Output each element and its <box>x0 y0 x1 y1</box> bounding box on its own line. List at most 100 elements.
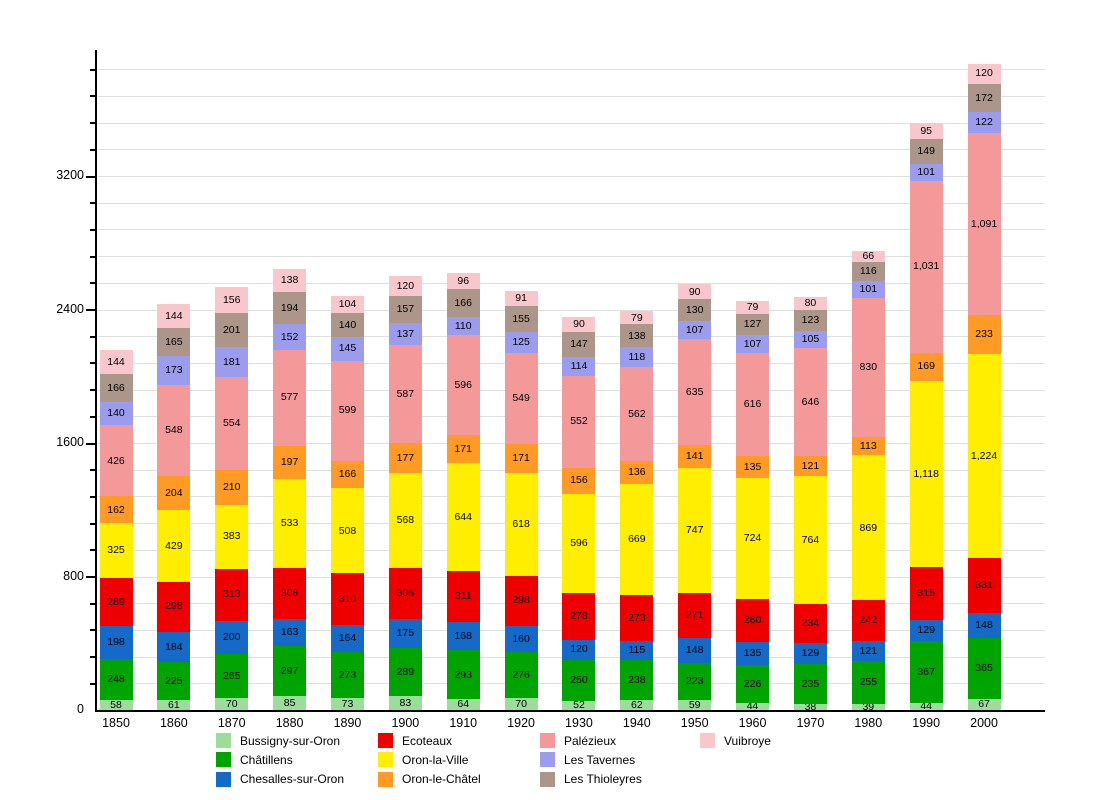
bar-segment: 116 <box>851 261 885 282</box>
segment-value-label: 79 <box>630 311 643 324</box>
segment-value-label: 618 <box>512 518 530 531</box>
bar-1940: 62 238 115 273 669 136 562 118 138 79 <box>620 50 654 710</box>
segment-value-label: 64 <box>457 698 470 711</box>
bar-segment: 58 <box>99 698 133 711</box>
bar-segment: 210 <box>215 469 249 505</box>
y-major-tick <box>86 309 95 311</box>
legend-swatch <box>216 752 231 768</box>
segment-value-label: 125 <box>512 335 530 348</box>
segment-value-label: 58 <box>110 698 122 711</box>
bar-segment: 96 <box>446 272 480 289</box>
segment-value-label: 1,224 <box>970 449 998 462</box>
segment-value-label: 311 <box>454 590 472 603</box>
bar-1850: 58 248 198 289 325 162 426 140 166 144 <box>99 50 133 711</box>
bar-segment: 165 <box>157 328 191 356</box>
legend-item: Ecoteaux <box>378 733 452 748</box>
segment-value-label: 135 <box>743 647 762 660</box>
x-axis-line <box>95 710 1045 712</box>
bar-segment: 271 <box>678 593 712 639</box>
legend-swatch <box>216 771 231 787</box>
bar-segment: 596 <box>446 335 480 435</box>
gridline <box>98 309 1045 311</box>
segment-value-label: 289 <box>396 665 415 678</box>
segment-value-label: 168 <box>454 630 472 643</box>
legend-swatch <box>540 752 555 768</box>
segment-value-label: 120 <box>396 280 415 293</box>
segment-value-label: 273 <box>628 611 646 624</box>
bar-segment: 166 <box>330 460 364 489</box>
segment-value-label: 599 <box>338 404 357 417</box>
segment-value-label: 121 <box>859 644 878 657</box>
segment-value-label: 120 <box>975 67 993 80</box>
y-axis-line <box>95 50 97 712</box>
bar-segment: 166 <box>446 289 480 317</box>
bar-segment: 599 <box>330 360 364 461</box>
x-tick-label: 1870 <box>217 716 246 730</box>
segment-value-label: 194 <box>280 301 299 314</box>
bar-segment: 297 <box>273 646 307 696</box>
bar-segment: 83 <box>388 696 422 710</box>
segment-value-label: 130 <box>685 303 704 316</box>
gridline <box>98 176 1045 177</box>
x-tick-label: 2000 <box>970 716 998 730</box>
segment-value-label: 166 <box>338 468 357 481</box>
bar-segment: 646 <box>793 348 827 457</box>
bar-segment: 616 <box>736 352 770 456</box>
segment-value-label: 91 <box>515 292 527 304</box>
bar-1880: 85 297 163 308 533 197 577 152 194 138 <box>273 50 307 710</box>
bar-1980: 39 255 121 242 869 113 830 101 116 66 <box>851 50 885 712</box>
segment-value-label: 273 <box>338 668 357 681</box>
segment-value-label: 136 <box>628 465 646 478</box>
segment-value-label: 306 <box>396 586 415 599</box>
segment-value-label: 148 <box>685 644 704 657</box>
y-minor-tick <box>90 282 95 285</box>
bar-segment: 156 <box>562 467 596 494</box>
bar-segment: 155 <box>504 305 538 332</box>
segment-value-label: 289 <box>107 595 125 608</box>
bar-segment: 141 <box>678 444 712 469</box>
legend-label: Bussigny-sur-Oron <box>240 733 341 748</box>
legend-label: Les Tavernes <box>564 752 636 767</box>
segment-value-label: 73 <box>341 697 354 710</box>
bar-segment: 265 <box>215 654 249 699</box>
bar-segment: 91 <box>504 290 538 306</box>
bar-segment: 166 <box>99 374 133 402</box>
bar-segment: 549 <box>504 352 538 445</box>
bar-segment: 157 <box>388 296 422 323</box>
bar-segment: 223 <box>678 662 712 701</box>
segment-value-label: 120 <box>570 643 588 656</box>
bar-segment: 1,031 <box>909 180 943 353</box>
x-tick-label: 1920 <box>507 716 535 730</box>
bar-segment: 118 <box>620 347 654 368</box>
y-minor-tick <box>90 122 95 125</box>
legend-swatch <box>540 771 555 787</box>
segment-value-label: 44 <box>746 700 759 713</box>
segment-value-label: 144 <box>107 355 125 368</box>
bar-segment: 596 <box>562 493 596 594</box>
x-tick-label: 1880 <box>275 716 304 730</box>
segment-value-label: 107 <box>685 323 704 336</box>
bar-segment: 113 <box>851 436 885 456</box>
segment-value-label: 616 <box>743 398 762 411</box>
bar-segment: 95 <box>909 122 943 139</box>
bar-segment: 80 <box>793 297 827 311</box>
legend-item: Les Thioleyres <box>540 771 642 787</box>
x-tick-label: 1860 <box>159 716 188 730</box>
segment-value-label: 265 <box>222 669 241 682</box>
bar-segment: 310 <box>330 573 364 625</box>
bar-segment: 175 <box>388 618 422 648</box>
x-tick-label: 1900 <box>391 716 420 730</box>
bar-1970: 38 235 129 234 764 121 646 105 123 80 <box>793 50 827 712</box>
bar-1930: 52 250 120 278 596 156 552 114 147 90 <box>562 50 596 712</box>
segment-value-label: 52 <box>573 699 585 712</box>
segment-value-label: 144 <box>165 310 183 323</box>
bar-segment: 568 <box>388 472 422 568</box>
segment-value-label: 121 <box>801 460 820 473</box>
y-tick-label: 1600 <box>56 435 84 449</box>
bar-segment: 140 <box>330 313 364 337</box>
segment-value-label: 70 <box>225 697 238 710</box>
segment-value-label: 171 <box>454 442 472 455</box>
x-tick-label: 1940 <box>622 716 651 730</box>
segment-value-label: 110 <box>454 319 472 332</box>
segment-value-label: 233 <box>975 328 993 341</box>
